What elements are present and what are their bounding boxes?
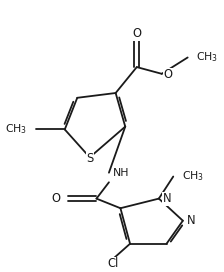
Text: NH: NH (113, 168, 129, 178)
Text: CH$_3$: CH$_3$ (196, 51, 218, 64)
Text: CH$_3$: CH$_3$ (182, 170, 204, 183)
Text: N: N (163, 192, 171, 205)
Text: O: O (164, 68, 173, 81)
Text: O: O (132, 27, 141, 40)
Text: N: N (187, 214, 195, 227)
Text: O: O (51, 192, 60, 205)
Text: S: S (86, 152, 93, 165)
Text: CH$_3$: CH$_3$ (5, 123, 27, 136)
Text: Cl: Cl (107, 257, 118, 270)
